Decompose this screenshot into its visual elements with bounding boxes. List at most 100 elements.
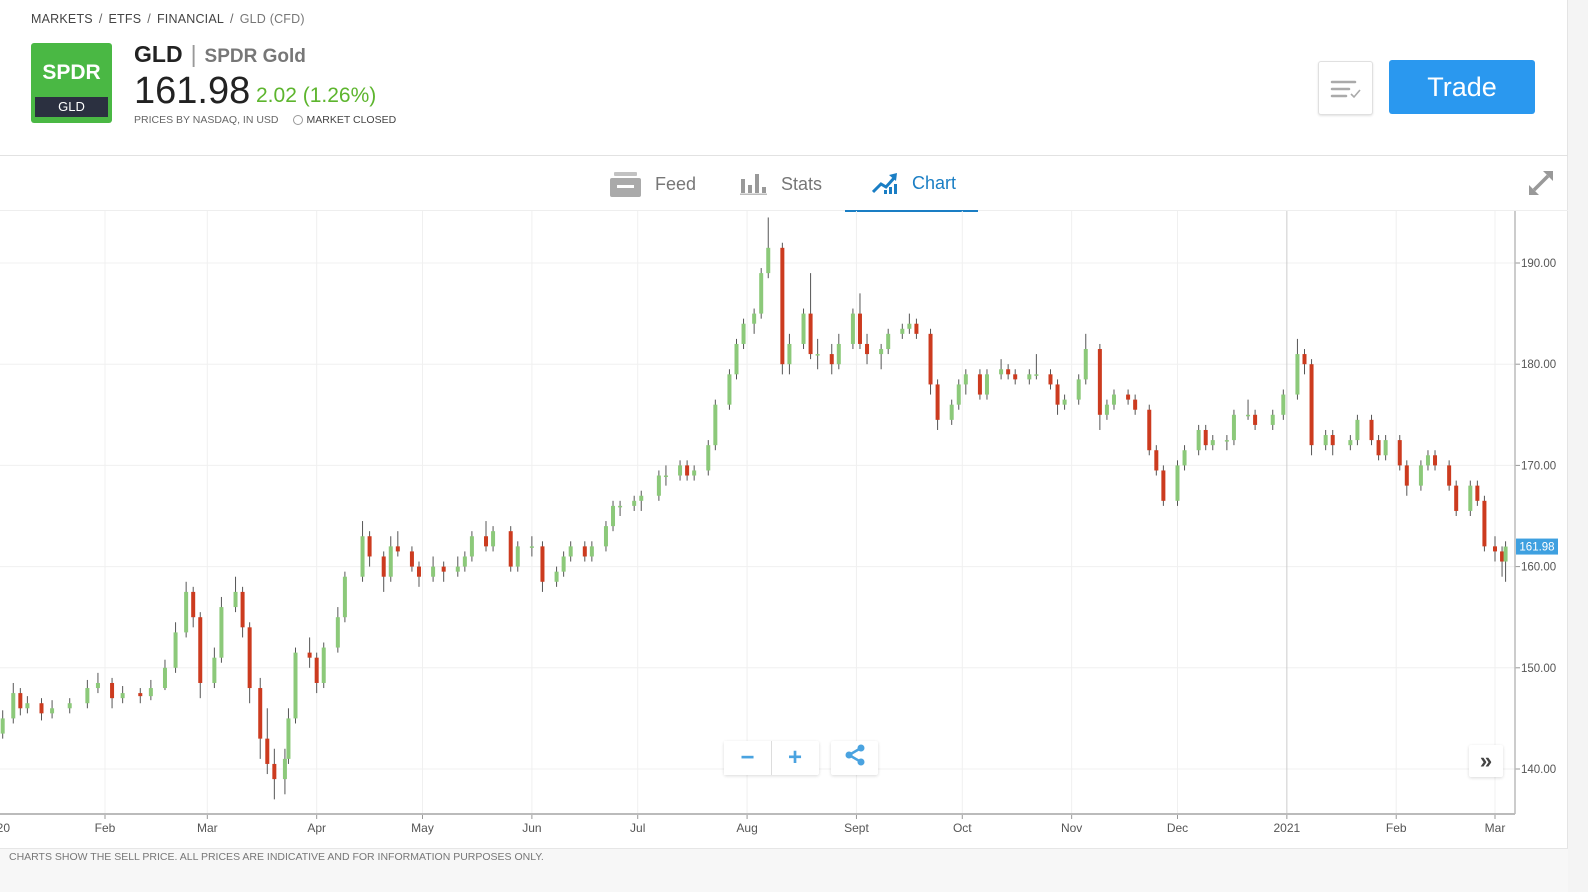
- candle-body: [1475, 485, 1480, 501]
- candle-body: [1270, 414, 1275, 425]
- candle-body: [1447, 465, 1452, 486]
- tab-feed[interactable]: Feed: [610, 156, 696, 212]
- candle: [766, 217, 771, 279]
- market-status: MARKET CLOSED: [306, 114, 397, 126]
- candle-body: [1154, 450, 1159, 471]
- candle: [1224, 435, 1229, 451]
- candle: [265, 708, 270, 775]
- candle-body: [850, 313, 855, 344]
- candle-body: [11, 693, 16, 719]
- candle: [1433, 450, 1438, 471]
- breadcrumb-financial[interactable]: FINANCIAL: [156, 12, 225, 26]
- breadcrumb-etfs[interactable]: ETFS: [108, 12, 142, 26]
- candle: [1175, 460, 1180, 506]
- candle-body: [706, 445, 711, 471]
- candle-body: [1246, 414, 1251, 417]
- x-tick-label: Sept: [844, 821, 869, 835]
- candle: [360, 521, 365, 582]
- candle: [879, 343, 884, 370]
- zoom-out-button[interactable]: −: [724, 741, 771, 775]
- watchlist-button[interactable]: [1318, 61, 1373, 115]
- candle-body: [1111, 394, 1116, 405]
- candle: [1503, 541, 1508, 582]
- candle-body: [914, 323, 919, 334]
- candle-body: [431, 566, 436, 577]
- candle: [752, 308, 757, 334]
- candle: [1083, 333, 1088, 385]
- candle-body: [367, 536, 372, 557]
- candle-body: [1203, 429, 1208, 446]
- candle: [1447, 460, 1452, 491]
- candle: [409, 546, 414, 572]
- candle-body: [963, 374, 968, 385]
- disclaimer: CHARTS SHOW THE SELL PRICE. ALL PRICES A…: [9, 851, 544, 863]
- candle: [484, 521, 489, 552]
- candle: [367, 531, 372, 567]
- candle: [1104, 399, 1109, 420]
- candle: [780, 242, 785, 375]
- candle-body: [1468, 485, 1473, 511]
- candle-body: [1281, 394, 1286, 415]
- candle: [148, 679, 153, 701]
- zoom-in-button[interactable]: +: [771, 741, 818, 775]
- candle: [67, 698, 72, 714]
- tab-stats[interactable]: Stats: [740, 156, 822, 212]
- candle-body: [1126, 394, 1131, 400]
- candle-body: [286, 718, 291, 759]
- candle-body: [1175, 465, 1180, 501]
- zoom-controls: − +: [724, 741, 819, 775]
- candle-body: [95, 682, 100, 689]
- candle: [1006, 364, 1011, 380]
- candle-body: [568, 546, 573, 557]
- candle: [120, 686, 125, 704]
- fullscreen-icon[interactable]: [1528, 170, 1554, 196]
- candle: [1468, 480, 1473, 516]
- candle: [1330, 429, 1335, 456]
- candle: [138, 688, 143, 704]
- candle-body: [148, 688, 153, 697]
- candle-body: [639, 495, 644, 501]
- candle: [611, 500, 616, 532]
- share-button[interactable]: [831, 741, 878, 775]
- y-tick-label: 150.00: [1521, 663, 1556, 675]
- candle: [554, 566, 559, 587]
- y-tick-label: 170.00: [1521, 460, 1556, 472]
- tab-chart[interactable]: Chart: [845, 156, 978, 212]
- x-tick-label: 20: [0, 821, 10, 835]
- candle: [656, 470, 661, 501]
- candle-body: [1369, 419, 1374, 441]
- candle: [455, 556, 460, 577]
- candle-body: [265, 738, 270, 764]
- candle: [815, 338, 820, 370]
- candle: [1323, 429, 1328, 451]
- candle: [685, 460, 690, 481]
- logo-ticker: GLD: [35, 97, 108, 117]
- scroll-right-button[interactable]: »: [1469, 745, 1503, 777]
- candle: [977, 369, 982, 400]
- price-chart[interactable]: 140.00 150.00 160.00 170.00 180.00 190.00 20 Fe…: [0, 211, 1568, 848]
- candle-body: [1083, 349, 1088, 380]
- trade-button[interactable]: Trade: [1389, 60, 1535, 114]
- breadcrumb-markets[interactable]: MARKETS: [31, 12, 93, 26]
- candle-body: [589, 546, 594, 557]
- candle-body: [977, 374, 982, 395]
- candle: [321, 642, 326, 689]
- candle: [1097, 343, 1102, 430]
- candle-body: [829, 354, 834, 365]
- candle-body: [282, 758, 287, 780]
- candle-body: [240, 591, 245, 628]
- candle: [342, 571, 347, 623]
- candle-body: [1383, 440, 1388, 456]
- candle: [618, 500, 623, 516]
- candle: [1302, 349, 1307, 375]
- candle-body: [1348, 440, 1353, 446]
- candle-body: [685, 465, 690, 476]
- candle: [1182, 445, 1187, 471]
- candle-body: [321, 647, 326, 683]
- candle-body: [219, 607, 224, 658]
- tab-bar: Feed Stats Chart: [0, 155, 1568, 212]
- candle: [914, 318, 919, 339]
- candle: [1281, 389, 1286, 420]
- y-tick-label: 160.00: [1521, 562, 1556, 574]
